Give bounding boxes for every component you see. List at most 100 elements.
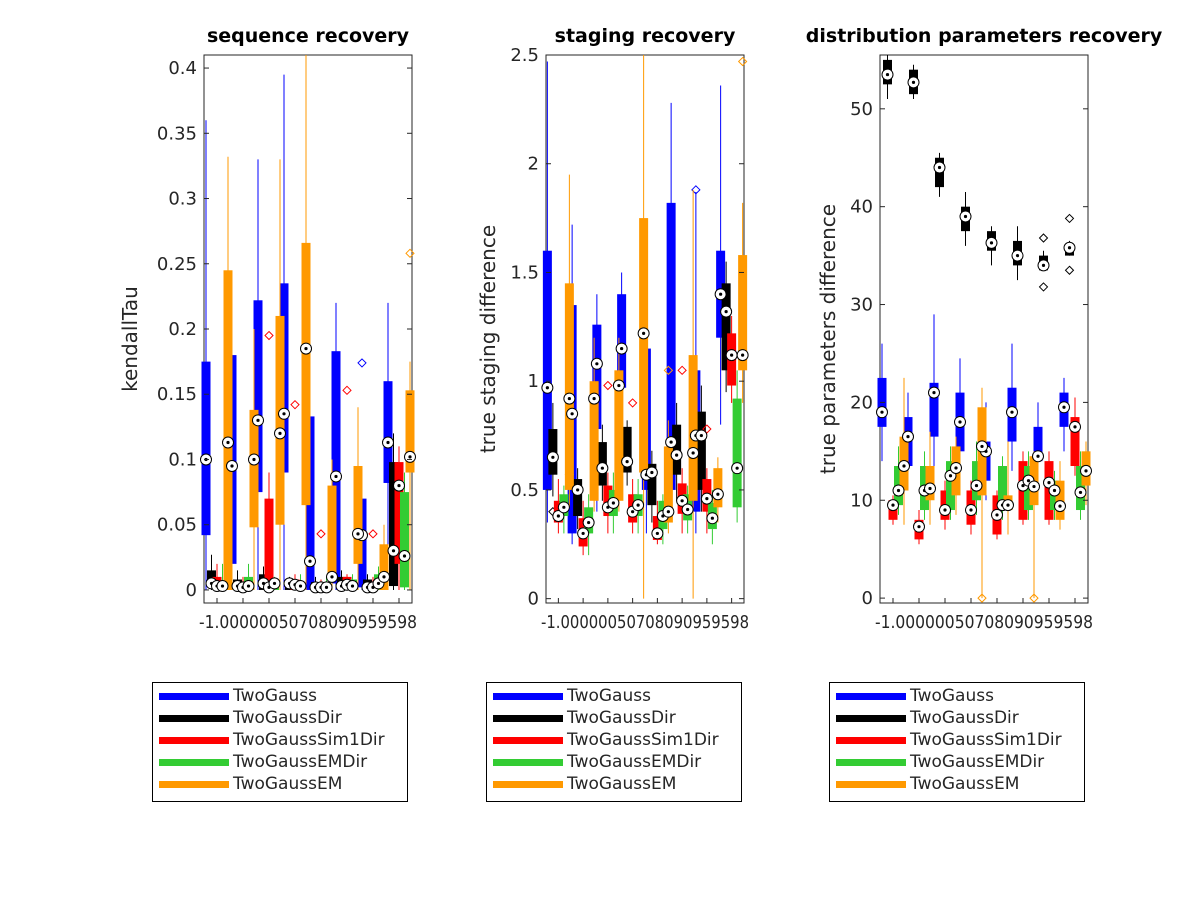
legend-entry: TwoGaussEMDir (159, 751, 367, 773)
median-dot (386, 440, 390, 445)
median-dot (937, 165, 942, 170)
median-dot (570, 412, 574, 416)
outlier (1038, 282, 1049, 292)
legend-entry: TwoGaussDir (493, 707, 676, 729)
chart-title: sequence recovery (207, 25, 410, 47)
outlier (357, 358, 367, 368)
medians-TwoGaussEM (898, 440, 1092, 513)
box (732, 398, 742, 508)
median-dot (980, 444, 984, 449)
median-dot (719, 292, 723, 296)
median-dot (1041, 263, 1046, 267)
box (327, 485, 337, 577)
y-tick-label: 0.3 (168, 189, 197, 210)
median-dot (1052, 488, 1057, 493)
median-dot (545, 386, 549, 390)
median-dot (620, 346, 624, 351)
box (331, 351, 341, 584)
median-dot (943, 508, 947, 512)
median-dot (675, 453, 679, 457)
legend-entry: TwoGaussSim1Dir (493, 729, 719, 751)
outlier (627, 398, 638, 408)
box (713, 468, 723, 508)
median-dot (308, 559, 312, 563)
legend-entry: TwoGaussEM (159, 773, 342, 795)
y-tick-label: 0.25 (157, 254, 197, 275)
outlier (663, 365, 674, 376)
y-tick-label: 2.5 (510, 45, 539, 66)
box (253, 300, 263, 493)
legend-label: TwoGaussEM (567, 774, 677, 794)
legend-label: TwoGaussDir (233, 708, 342, 728)
box (389, 462, 398, 587)
legend-entry: TwoGauss (836, 685, 994, 707)
outlier (977, 593, 987, 603)
chart-panel-1: 0 0.05 0.1 0.15 0.2 0.25 0.3 0.35 0.4 -1.00000050… (118, 25, 417, 633)
series-TwoGaussDir (883, 55, 1075, 292)
legend-entry: TwoGaussDir (836, 707, 1019, 729)
legend-entry: TwoGauss (493, 685, 651, 707)
median-dot (330, 575, 334, 579)
y-tick-label: 0.35 (157, 123, 197, 144)
box (622, 426, 632, 473)
median-dot (272, 581, 277, 586)
box (405, 390, 415, 473)
legend-label: TwoGaussEMDir (567, 752, 702, 772)
legend-label: TwoGaussEM (233, 774, 343, 794)
outlier (1029, 593, 1039, 603)
median-dot (705, 497, 709, 501)
median-dot (691, 451, 695, 455)
legend-entry: TwoGaussDir (159, 707, 342, 729)
median-dot (974, 483, 979, 488)
median-dot (230, 464, 234, 468)
median-dot (298, 584, 303, 588)
median-dot (226, 440, 230, 445)
medians-TwoGaussDir (546, 305, 733, 496)
y-tick-label: 0 (862, 588, 873, 609)
median-dot (1032, 484, 1036, 489)
box (614, 370, 624, 501)
legend-swatch (159, 780, 229, 788)
median-dot (376, 581, 381, 586)
legend-label: TwoGauss (567, 686, 651, 706)
medians-TwoGaussEM (222, 342, 416, 583)
box (639, 218, 649, 473)
median-dot (581, 531, 585, 536)
median-dot (397, 483, 401, 488)
legend-entry: TwoGaussEM (493, 773, 676, 795)
box (998, 466, 1007, 511)
legend-swatch (159, 736, 229, 744)
y-tick-label: 50 (850, 99, 873, 120)
box (721, 283, 731, 371)
median-dot (885, 72, 890, 77)
box (647, 463, 657, 506)
y-tick-label: 10 (850, 490, 873, 511)
median-dot (902, 464, 906, 468)
median-dot (995, 513, 999, 517)
y-tick-label: 0.05 (157, 515, 197, 536)
box (301, 242, 311, 506)
median-dot (1015, 254, 1020, 258)
outlier (737, 56, 748, 67)
box (589, 381, 599, 501)
median-dot (1067, 246, 1072, 250)
median-dot (741, 353, 745, 357)
median-dot (1073, 425, 1077, 429)
median-dot (1058, 504, 1062, 508)
outlier (368, 529, 378, 539)
median-dot (636, 503, 640, 507)
legend-swatch (836, 714, 906, 722)
legend-swatch (159, 714, 229, 722)
chart-title: staging recovery (555, 25, 736, 47)
median-dot (989, 241, 994, 245)
x-tick-labels: -1.00000050708090959598 (541, 612, 749, 633)
median-dot (1062, 405, 1066, 409)
y-tick-label: 20 (850, 392, 873, 413)
y-tick-label: 2 (528, 154, 539, 175)
box (223, 270, 233, 590)
outlier (1064, 213, 1075, 224)
y-axis-label: kendallTau (118, 286, 142, 392)
median-dot (356, 532, 360, 536)
median-dot (625, 460, 629, 464)
